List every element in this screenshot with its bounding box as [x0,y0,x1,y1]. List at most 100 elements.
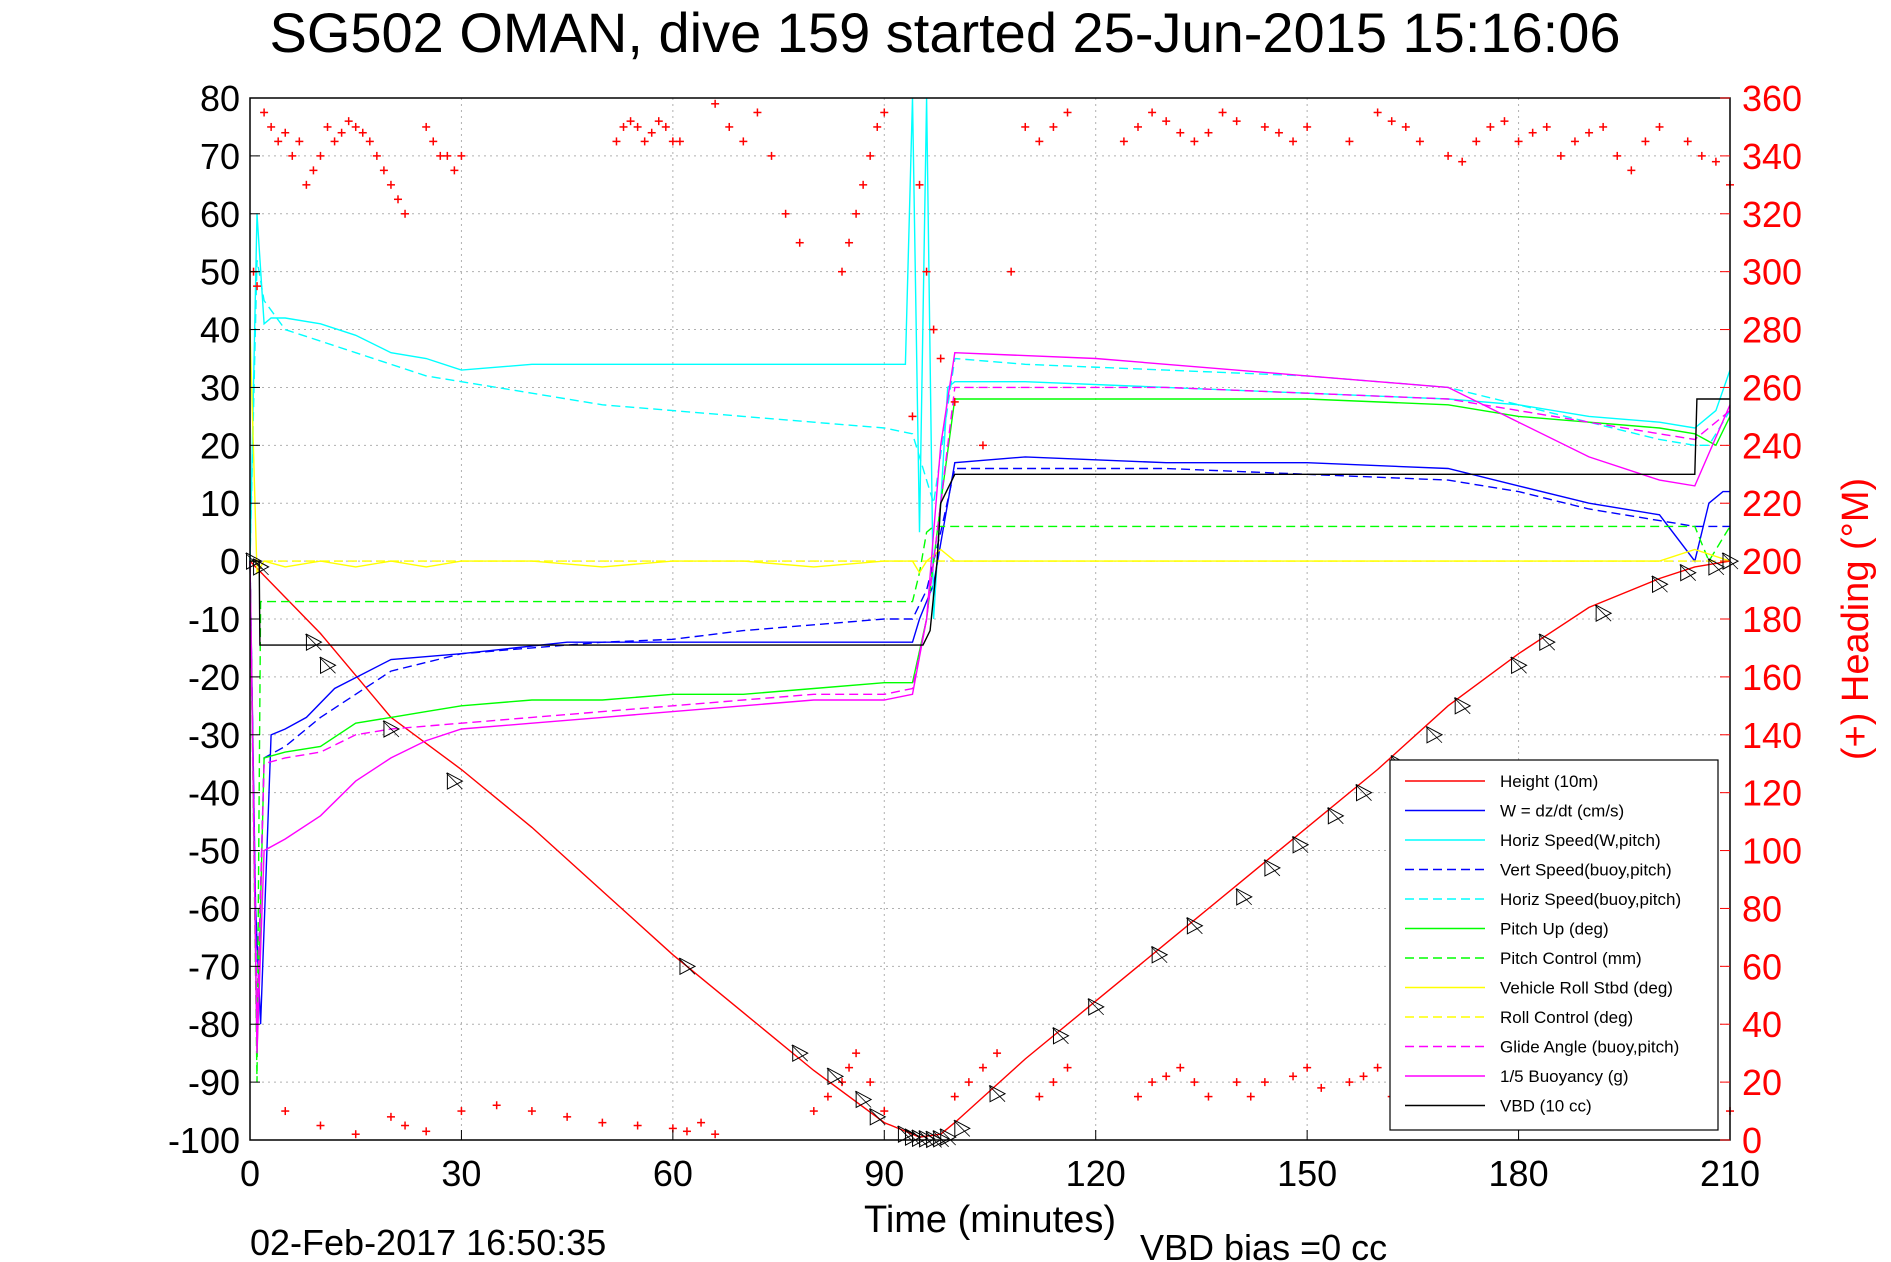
legend: Height (10m) W = dz/dt (cm/s) Horiz Speed(… [1389,759,1719,1131]
height-marker [940,1128,957,1146]
heading-point [330,137,339,146]
heading-point [1472,137,1481,146]
heading-point [1035,1092,1044,1101]
heading-point [1373,1063,1382,1072]
height-marker-cross [1355,784,1372,801]
heading-point [1345,1078,1354,1087]
y-right-tick-label: 20 [1742,1062,1782,1103]
legend-label: 1/5 Buoyancy (g) [1500,1067,1629,1086]
y-right-tick-label: 340 [1742,136,1802,177]
heading-point [1528,128,1537,137]
heading-point [386,180,395,189]
heading-point [563,1112,572,1121]
heading-point [908,412,917,421]
y-right-tick-label: 80 [1742,888,1782,929]
heading-point [365,137,374,146]
legend-label: W = dz/dt (cm/s) [1500,802,1624,821]
height-marker [989,1084,1007,1103]
height-marker [1680,563,1697,582]
heading-point [386,1112,395,1121]
heading-point [358,128,367,137]
height-marker [792,1044,809,1062]
y-right-tick-label: 320 [1742,194,1802,235]
heading-point [1035,137,1044,146]
heading-point [612,137,621,146]
heading-point [993,1049,1002,1058]
x-tick-label: 30 [441,1153,481,1194]
heading-point [866,151,875,160]
legend-item: Vert Speed(buoy,pitch) [1405,861,1672,880]
height-marker-cross [319,657,336,674]
height-marker [446,772,464,790]
y-tick-label: -80 [188,1004,240,1045]
height-marker-cross [953,1120,971,1137]
heading-point [1387,117,1396,126]
height-marker [1186,916,1204,935]
legend-item: 1/5 Buoyancy (g) [1405,1067,1629,1086]
heading-point [1542,122,1551,131]
heading-point [922,267,931,276]
heading-point [1204,128,1213,137]
heading-point [1274,128,1283,137]
heading-point [1190,137,1199,146]
height-marker [1511,656,1528,675]
heading-point [1134,1092,1142,1101]
heading-point [978,1063,987,1072]
heading-point [1486,122,1495,131]
series-line-pitch-control-mm- [249,525,1731,1083]
y-tick-label: 50 [200,252,240,293]
heading-point [675,137,684,146]
y-right-tick-label: 260 [1742,367,1802,408]
series-line-vbd-10-cc- [250,398,1730,646]
heading-point [450,166,459,175]
height-marker-cross [1538,633,1556,651]
legend-item: VBD (10 cc) [1405,1097,1592,1116]
height-marker-cross [1263,859,1281,877]
heading-point [880,108,889,117]
heading-point [838,1078,846,1087]
x-tick-label: 0 [240,1153,260,1194]
heading-point [668,137,677,146]
heading-point [422,1127,431,1136]
legend-item: Pitch Up (deg) [1405,920,1609,939]
heading-point [457,1107,466,1116]
heading-point [845,1063,854,1072]
heading-point [1641,137,1650,146]
height-marker-cross [988,1085,1006,1102]
y-tick-label: -20 [188,657,240,698]
heading-point [1007,267,1016,276]
legend-label: VBD (10 cc) [1500,1097,1592,1116]
heading-point [1063,108,1072,117]
heading-point [725,122,734,131]
heading-point [823,1092,832,1101]
height-marker-cross [1594,604,1612,622]
legend-label: Horiz Speed(W,pitch) [1500,831,1661,850]
legend-label: Horiz Speed(buoy,pitch) [1500,890,1681,909]
legend-label: Glide Angle (buoy,pitch) [1500,1038,1679,1057]
x-tick-label: 180 [1489,1153,1549,1194]
heading-point [633,1121,642,1130]
heading-point [457,151,466,160]
y-right-tick-label: 0 [1742,1120,1762,1161]
height-marker [305,633,323,651]
height-marker-cross [1052,1027,1069,1045]
height-marker-cross [1679,564,1696,581]
height-marker [253,558,270,576]
y-right-tick-label: 180 [1742,599,1802,640]
heading-point [880,1107,889,1116]
y-right-tick-label: 220 [1742,483,1802,524]
heading-point [1063,1063,1072,1072]
y-right-tick-label: 40 [1742,1004,1782,1045]
heading-point [866,1078,875,1087]
x-tick-label: 210 [1700,1153,1760,1194]
heading-point [1260,1078,1269,1087]
y-tick-label: 40 [200,310,240,351]
height-marker-cross [678,958,696,975]
height-marker-cross [939,1128,956,1146]
heading-point [852,209,861,218]
heading-point [1556,151,1565,160]
x-tick-label: 150 [1277,1153,1337,1194]
heading-point [619,122,628,131]
heading-point [1458,157,1467,166]
heading-point [429,137,438,146]
